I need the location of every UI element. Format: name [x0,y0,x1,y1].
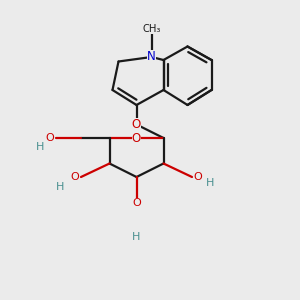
Text: H: H [206,178,214,188]
Text: CH₃: CH₃ [142,23,161,34]
Text: H: H [36,142,45,152]
Text: O: O [45,133,54,143]
Text: O: O [194,172,202,182]
Text: H: H [132,232,141,242]
Text: O: O [132,197,141,208]
Text: O: O [132,131,141,145]
Text: H: H [56,182,64,193]
Text: O: O [71,172,80,182]
Text: N: N [147,50,156,64]
Text: O: O [132,118,141,131]
